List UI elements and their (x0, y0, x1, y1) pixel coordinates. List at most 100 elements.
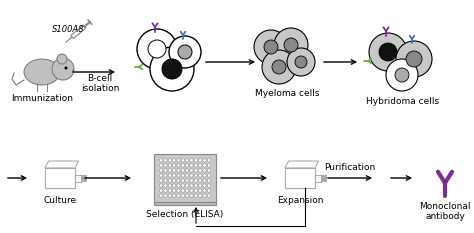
Circle shape (164, 189, 167, 192)
Circle shape (203, 194, 206, 197)
Circle shape (162, 59, 182, 79)
Polygon shape (71, 25, 86, 38)
Circle shape (173, 179, 176, 182)
Circle shape (199, 159, 202, 162)
Circle shape (386, 59, 418, 91)
Circle shape (164, 184, 167, 187)
Circle shape (194, 174, 198, 177)
Circle shape (57, 54, 67, 64)
Circle shape (207, 184, 210, 187)
Circle shape (181, 159, 184, 162)
Circle shape (159, 184, 163, 187)
Circle shape (177, 169, 180, 172)
Circle shape (207, 174, 210, 177)
Circle shape (190, 169, 193, 172)
Text: Hybridoma cells: Hybridoma cells (366, 97, 439, 106)
Circle shape (159, 174, 163, 177)
Circle shape (173, 174, 176, 177)
Circle shape (178, 45, 192, 59)
Circle shape (199, 164, 202, 167)
Circle shape (199, 169, 202, 172)
Circle shape (137, 29, 177, 69)
Circle shape (379, 43, 397, 61)
Circle shape (168, 169, 172, 172)
Circle shape (295, 56, 307, 68)
Circle shape (395, 68, 409, 82)
Circle shape (203, 174, 206, 177)
Circle shape (181, 169, 184, 172)
Circle shape (168, 184, 172, 187)
Circle shape (207, 164, 210, 167)
Circle shape (177, 189, 180, 192)
Circle shape (164, 164, 167, 167)
Circle shape (150, 47, 194, 91)
Circle shape (173, 159, 176, 162)
Circle shape (185, 174, 189, 177)
Circle shape (181, 194, 184, 197)
FancyBboxPatch shape (154, 157, 216, 205)
Circle shape (194, 194, 198, 197)
Circle shape (199, 194, 202, 197)
Circle shape (199, 179, 202, 182)
Circle shape (173, 194, 176, 197)
Circle shape (159, 159, 163, 162)
Circle shape (64, 66, 67, 69)
Circle shape (185, 169, 189, 172)
Circle shape (181, 164, 184, 167)
Circle shape (194, 189, 198, 192)
Circle shape (199, 184, 202, 187)
Circle shape (406, 51, 422, 67)
Circle shape (207, 159, 210, 162)
Circle shape (159, 194, 163, 197)
Polygon shape (285, 161, 319, 168)
FancyBboxPatch shape (81, 175, 86, 181)
Circle shape (190, 179, 193, 182)
Circle shape (199, 174, 202, 177)
Circle shape (194, 184, 198, 187)
Circle shape (207, 169, 210, 172)
Circle shape (185, 164, 189, 167)
Circle shape (181, 189, 184, 192)
Text: Culture: Culture (44, 196, 77, 205)
Circle shape (72, 70, 74, 72)
Text: Expansion: Expansion (277, 196, 323, 205)
Circle shape (254, 30, 288, 64)
Circle shape (181, 174, 184, 177)
Text: B-cell
isolation: B-cell isolation (81, 74, 119, 93)
Circle shape (396, 41, 432, 77)
Circle shape (177, 174, 180, 177)
Circle shape (159, 164, 163, 167)
Ellipse shape (24, 59, 60, 85)
Circle shape (274, 28, 308, 62)
Circle shape (207, 194, 210, 197)
Circle shape (203, 164, 206, 167)
Circle shape (194, 179, 198, 182)
FancyBboxPatch shape (285, 168, 315, 188)
Circle shape (190, 184, 193, 187)
Circle shape (185, 184, 189, 187)
Circle shape (168, 179, 172, 182)
Text: S100A8: S100A8 (52, 24, 85, 34)
Circle shape (177, 164, 180, 167)
Circle shape (272, 60, 286, 74)
Circle shape (185, 194, 189, 197)
Circle shape (159, 189, 163, 192)
FancyBboxPatch shape (75, 175, 81, 182)
Circle shape (181, 184, 184, 187)
Circle shape (177, 179, 180, 182)
Circle shape (164, 194, 167, 197)
FancyBboxPatch shape (45, 168, 75, 188)
Circle shape (190, 174, 193, 177)
Polygon shape (45, 161, 79, 168)
Circle shape (173, 189, 176, 192)
Circle shape (164, 179, 167, 182)
Circle shape (207, 179, 210, 182)
Circle shape (264, 40, 278, 54)
Circle shape (173, 164, 176, 167)
Circle shape (203, 184, 206, 187)
Circle shape (203, 189, 206, 192)
Circle shape (164, 174, 167, 177)
Circle shape (190, 194, 193, 197)
Circle shape (207, 189, 210, 192)
Circle shape (168, 164, 172, 167)
